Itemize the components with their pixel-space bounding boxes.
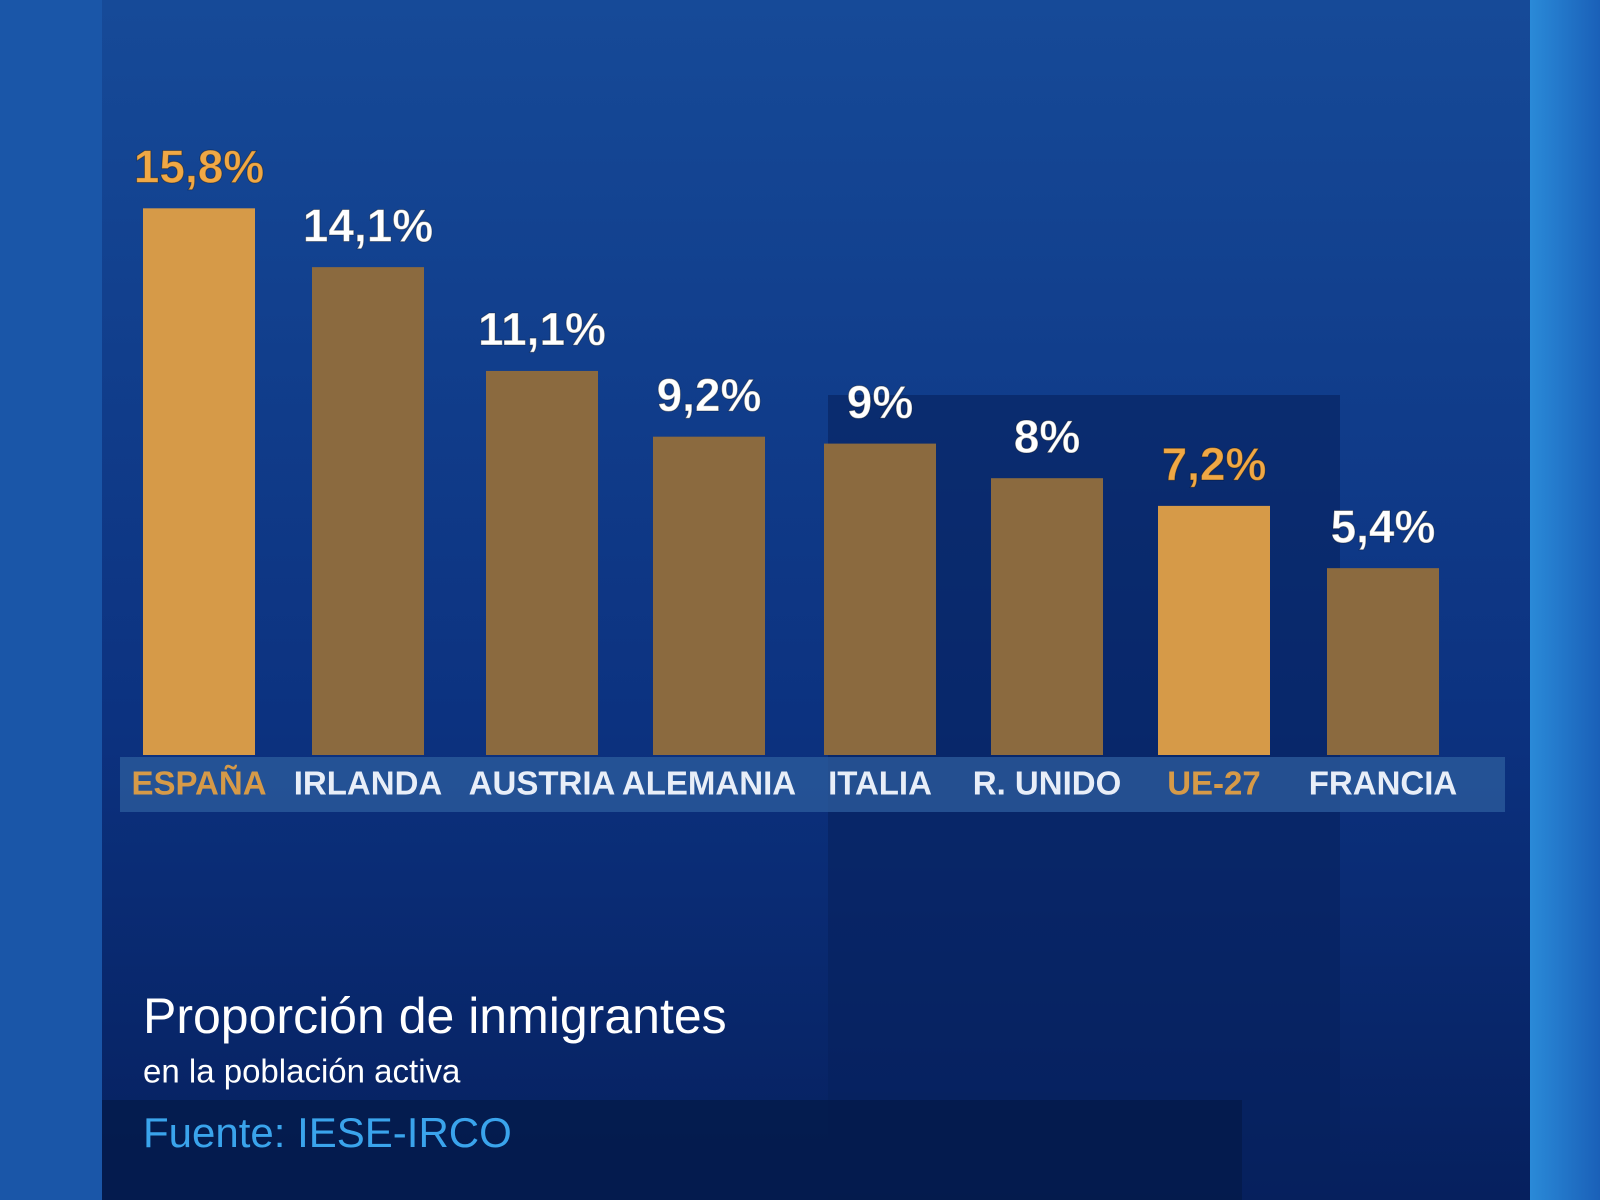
x-tick-label: ALEMANIA xyxy=(622,765,796,802)
value-label: 15,8% xyxy=(134,140,264,192)
bar xyxy=(653,436,765,755)
value-label: 11,1% xyxy=(478,303,606,355)
bar xyxy=(991,478,1103,755)
source-band xyxy=(102,1100,1242,1200)
x-tick-label: FRANCIA xyxy=(1309,765,1457,802)
left-panel xyxy=(0,0,102,1200)
chart-title: Proporción de inmigrantes xyxy=(143,988,727,1044)
chart-subtitle: en la población activa xyxy=(143,1053,461,1090)
x-tick-label: R. UNIDO xyxy=(973,765,1122,802)
source: Fuente: IESE-IRCO xyxy=(143,1109,512,1156)
value-label: 8% xyxy=(1014,410,1080,462)
bar xyxy=(1158,505,1270,755)
bar xyxy=(143,208,255,755)
value-label: 9,2% xyxy=(657,369,762,421)
side-panel xyxy=(1530,0,1600,1200)
category-band xyxy=(120,757,1505,812)
bar xyxy=(486,370,598,755)
bar xyxy=(312,267,424,755)
x-tick-label: IRLANDA xyxy=(294,765,442,802)
value-label: 5,4% xyxy=(1331,500,1436,552)
x-tick-label: AUSTRIA xyxy=(469,765,616,802)
bar xyxy=(824,443,936,755)
value-label: 7,2% xyxy=(1162,438,1267,490)
value-label: 14,1% xyxy=(303,199,433,251)
x-tick-label: ITALIA xyxy=(828,765,932,802)
x-tick-label: ESPAÑA xyxy=(131,765,266,802)
value-label: 9% xyxy=(847,376,913,428)
x-tick-label: UE-27 xyxy=(1167,765,1261,802)
bar xyxy=(1327,568,1439,755)
